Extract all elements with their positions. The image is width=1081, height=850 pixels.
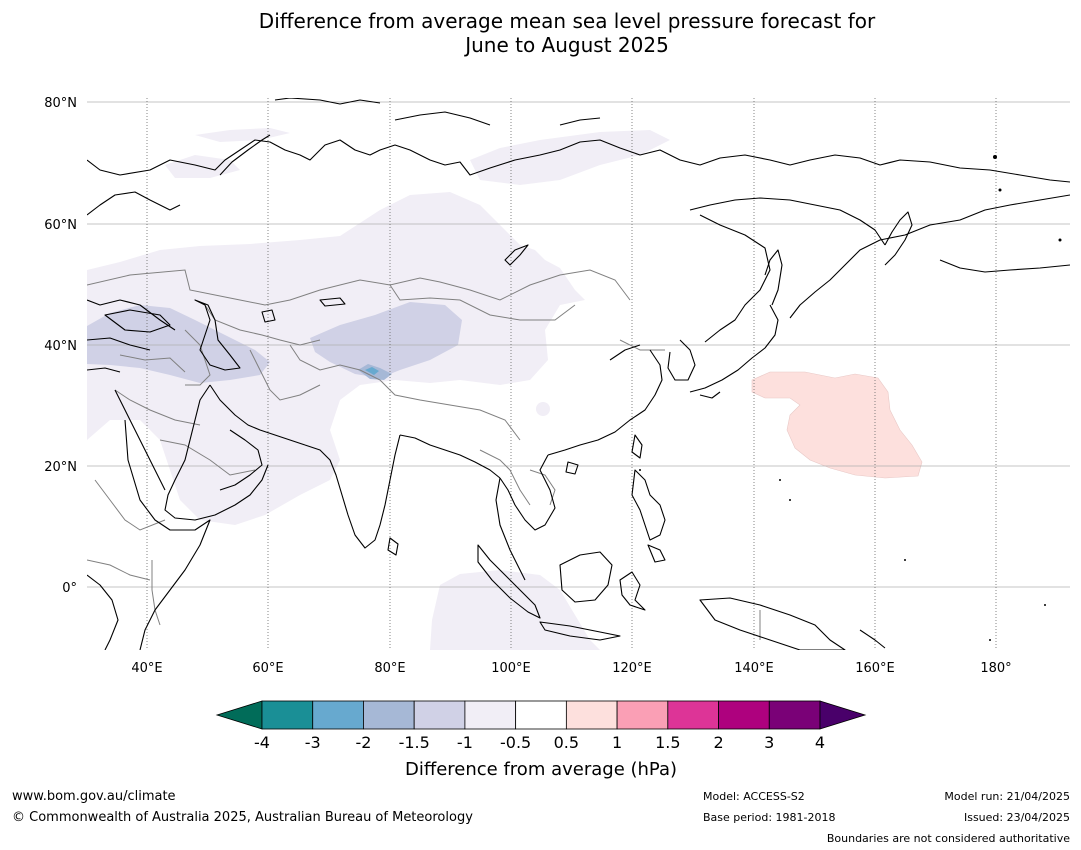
footer-url: www.bom.gov.au/climate bbox=[12, 789, 176, 804]
lon-label-80e: 80°E bbox=[374, 661, 405, 676]
colorbar-tick-label: -0.5 bbox=[500, 733, 531, 752]
footer-model-run: Model run: 21/04/2025 bbox=[944, 790, 1070, 803]
footer-copyright: © Commonwealth of Australia 2025, Austra… bbox=[12, 810, 473, 825]
colorbar-cell bbox=[768, 700, 821, 730]
lon-label-120e: 120°E bbox=[612, 661, 652, 676]
longitude-gridlines bbox=[146, 98, 997, 650]
colorbar-cell bbox=[515, 700, 567, 730]
colorbar-tick-label: -1.5 bbox=[399, 733, 430, 752]
colorbar-tick-labels: -4 -3 -2 -1.5 -1 -0.5 0.5 1 1.5 2 3 4 bbox=[254, 733, 825, 752]
footer: www.bom.gov.au/climate © Commonwealth of… bbox=[12, 789, 1070, 845]
anomaly-region-teal-himalaya bbox=[365, 367, 379, 375]
colorbar-cell bbox=[667, 700, 719, 730]
lat-label-60n: 60°N bbox=[44, 218, 77, 233]
anomaly-region-light-barents bbox=[195, 128, 290, 142]
colorbar-tick-label: -4 bbox=[254, 733, 270, 752]
colorbar-cell bbox=[616, 700, 669, 730]
anomaly-region-light-spot bbox=[536, 402, 550, 416]
lat-label-40n: 40°N bbox=[44, 339, 77, 354]
map-area bbox=[87, 98, 1070, 650]
footer-issued: Issued: 23/04/2025 bbox=[964, 811, 1070, 824]
colorbar-tick-label: 3 bbox=[764, 733, 774, 752]
colorbar-cell bbox=[312, 700, 364, 730]
colorbar-tick-label: 1.5 bbox=[655, 733, 680, 752]
anomaly-shading bbox=[87, 128, 923, 650]
colorbar-cell bbox=[718, 700, 770, 730]
lon-label-140e: 140°E bbox=[734, 661, 774, 676]
anomaly-region-pink-pacific bbox=[751, 371, 923, 479]
colorbar-tick-label: -2 bbox=[355, 733, 371, 752]
coastlines bbox=[87, 98, 1070, 650]
colorbar-cell bbox=[363, 700, 415, 730]
longitude-labels: 40°E 60°E 80°E 100°E 120°E 140°E 160°E 1… bbox=[131, 661, 1011, 676]
colorbar-cell bbox=[261, 700, 314, 730]
colorbar-label: Difference from average (hPa) bbox=[405, 759, 677, 780]
lon-label-40e: 40°E bbox=[131, 661, 162, 676]
colorbar-high-extend bbox=[819, 700, 867, 730]
colorbar-low-extend bbox=[215, 700, 263, 730]
colorbar-cell bbox=[413, 700, 466, 730]
lat-label-0: 0° bbox=[62, 581, 77, 596]
title-line-2: June to August 2025 bbox=[463, 33, 669, 57]
colorbar-cell bbox=[464, 700, 517, 730]
footer-base-period: Base period: 1981-2018 bbox=[703, 811, 835, 824]
colorbar-tick-label: 2 bbox=[713, 733, 723, 752]
small-islands bbox=[639, 155, 1062, 641]
colorbar-cells bbox=[261, 700, 821, 730]
colorbar-tick-label: 0.5 bbox=[554, 733, 579, 752]
anomaly-region-slate-tibet bbox=[310, 302, 462, 378]
anomaly-region-light-indonesia bbox=[430, 570, 600, 650]
colorbar-tick-label: 4 bbox=[815, 733, 825, 752]
anomaly-region-slate-caspian bbox=[87, 305, 270, 383]
anomaly-region-light-arctic bbox=[470, 130, 670, 185]
footer-model: Model: ACCESS-S2 bbox=[703, 790, 805, 803]
colorbar-tick-label: -1 bbox=[457, 733, 473, 752]
lon-label-100e: 100°E bbox=[491, 661, 531, 676]
lon-label-160e: 160°E bbox=[855, 661, 895, 676]
lon-label-180: 180° bbox=[980, 661, 1011, 676]
lat-label-20n: 20°N bbox=[44, 460, 77, 475]
footer-disclaimer: Boundaries are not considered authoritat… bbox=[827, 832, 1070, 845]
colorbar-tick-label: 1 bbox=[612, 733, 622, 752]
latitude-gridlines bbox=[87, 101, 1070, 588]
colorbar: -4 -3 -2 -1.5 -1 -0.5 0.5 1 1.5 2 3 4 Difference fr… bbox=[215, 700, 867, 780]
title-line-1: Difference from average mean sea level p… bbox=[259, 9, 876, 33]
colorbar-tick-label: -3 bbox=[305, 733, 321, 752]
lon-label-60e: 60°E bbox=[252, 661, 283, 676]
colorbar-cell bbox=[565, 700, 618, 730]
latitude-labels: 80°N 60°N 40°N 20°N 0° bbox=[44, 96, 77, 596]
lat-label-80n: 80°N bbox=[44, 96, 77, 111]
